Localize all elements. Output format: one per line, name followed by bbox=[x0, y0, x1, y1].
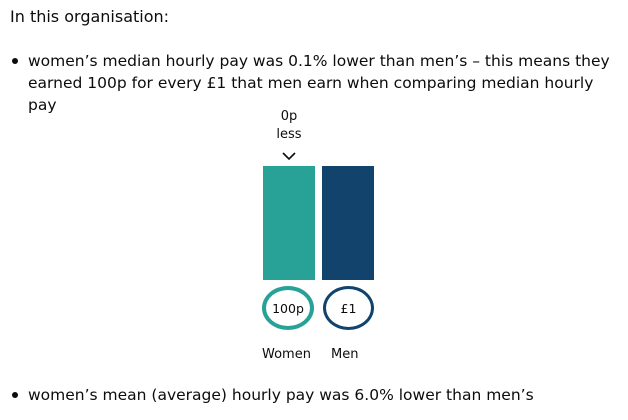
list-item: women’s median hourly pay was 0.1% lower… bbox=[12, 50, 622, 116]
bullet-icon bbox=[12, 58, 18, 64]
bar-women bbox=[263, 166, 315, 280]
category-label-men: Men bbox=[331, 347, 359, 362]
women-value-label: 100p bbox=[262, 286, 314, 330]
category-label-women: Women bbox=[262, 347, 311, 362]
chevron-down-icon bbox=[282, 152, 296, 161]
intro-text: In this organisation: bbox=[10, 7, 170, 26]
median-pay-text: women’s median hourly pay was 0.1% lower… bbox=[28, 52, 610, 114]
bar-men bbox=[322, 166, 374, 280]
mean-pay-text: women’s mean (average) hourly pay was 6.… bbox=[28, 386, 534, 404]
list-item: women’s mean (average) hourly pay was 6.… bbox=[12, 384, 622, 406]
gap-word-label: less bbox=[276, 127, 302, 142]
gap-amount-label: 0p bbox=[280, 109, 298, 124]
men-value-label: £1 bbox=[323, 286, 374, 330]
bullet-icon bbox=[12, 392, 18, 398]
